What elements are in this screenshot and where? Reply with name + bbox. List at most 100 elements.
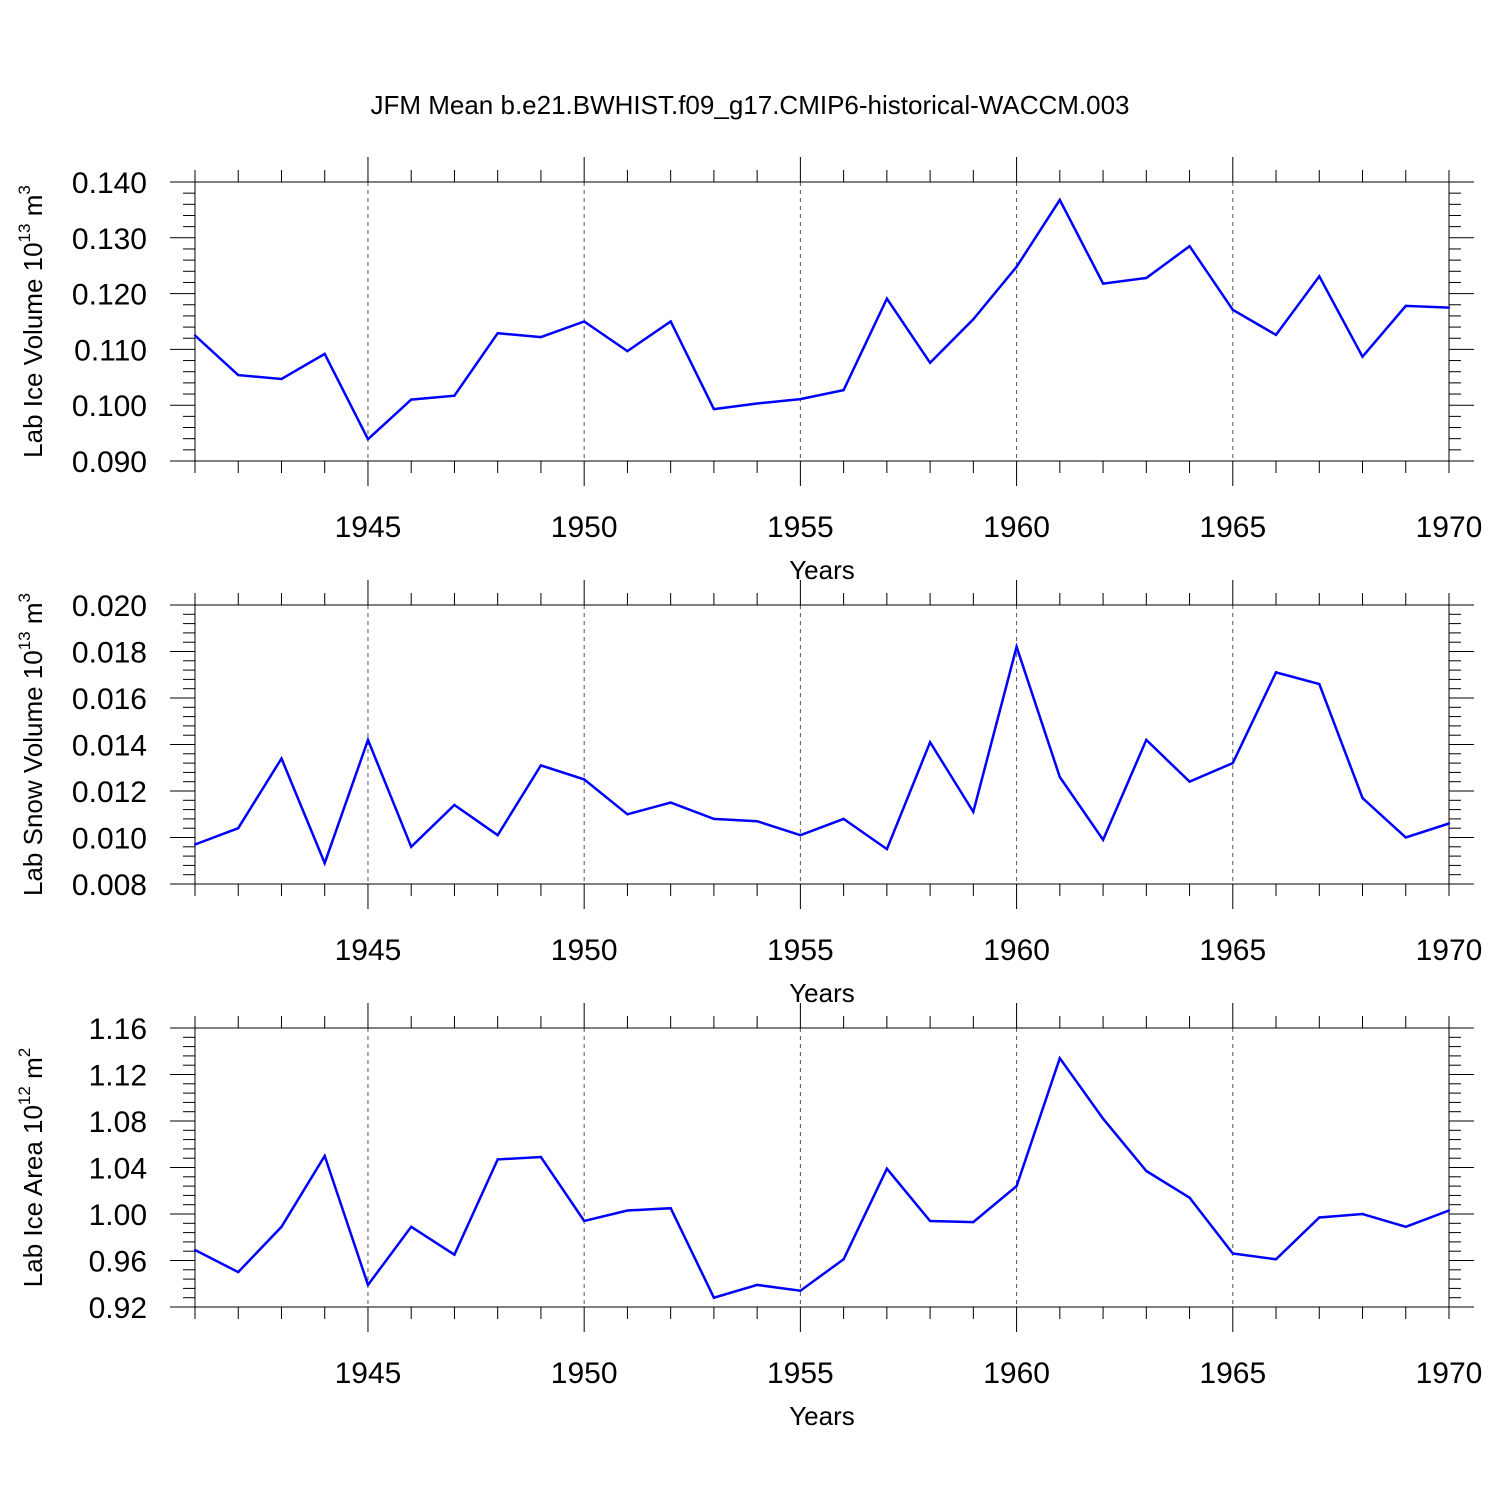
data-point xyxy=(582,1219,586,1223)
data-point xyxy=(712,817,716,821)
y-tick-label: 1.16 xyxy=(89,1013,147,1046)
data-point xyxy=(1231,308,1234,311)
data-point xyxy=(237,1270,240,1274)
ylabel-text: Lab Ice Area 10 xyxy=(18,1105,48,1287)
data-point xyxy=(237,827,240,830)
data-point xyxy=(1188,244,1191,248)
y-tick-label: 0.110 xyxy=(74,334,147,367)
y-tick-label: 0.016 xyxy=(72,683,147,716)
data-point xyxy=(453,1253,456,1256)
data-point xyxy=(280,757,283,760)
data-point xyxy=(410,398,413,401)
ylabel-exponent: 13 xyxy=(15,224,34,243)
x-tick-label: 1945 xyxy=(335,934,402,967)
x-tick-label: 1960 xyxy=(983,511,1050,544)
data-point xyxy=(669,1206,672,1210)
ylabel-text: Lab Ice Volume 10 xyxy=(18,242,48,457)
data-point xyxy=(1101,1117,1105,1120)
data-point xyxy=(1145,1169,1148,1173)
x-axis-label: Years xyxy=(789,1401,855,1431)
data-point xyxy=(280,1225,283,1228)
x-tick-label: 1950 xyxy=(551,934,618,967)
data-point xyxy=(582,320,586,323)
y-tick-label: 1.00 xyxy=(89,1199,147,1232)
data-point xyxy=(1101,838,1105,842)
data-point xyxy=(410,1225,413,1228)
y-axis-label: Lab Ice Area 1012 m2 xyxy=(15,1048,48,1287)
y-tick-label: 0.090 xyxy=(72,446,147,479)
y-tick-label: 0.100 xyxy=(72,390,147,423)
data-point xyxy=(323,352,326,356)
data-point xyxy=(712,407,716,411)
y-tick-label: 0.120 xyxy=(72,279,147,312)
data-point xyxy=(1274,1258,1278,1261)
ylabel-exponent: 13 xyxy=(15,631,34,650)
data-point xyxy=(1404,1225,1407,1228)
data-point xyxy=(1231,761,1234,765)
data-point xyxy=(626,1209,629,1212)
ylabel-unit-exponent: 3 xyxy=(15,185,34,194)
x-tick-label: 1965 xyxy=(1199,511,1266,544)
data-point xyxy=(323,861,326,865)
x-tick-label: 1960 xyxy=(983,934,1050,967)
data-point xyxy=(1015,265,1018,269)
figure-title: JFM Mean b.e21.BWHIST.f09_g17.CMIP6-hist… xyxy=(370,90,1130,120)
data-point xyxy=(496,332,499,335)
data-point xyxy=(1318,1216,1321,1219)
data-point xyxy=(582,778,586,781)
data-point xyxy=(453,803,456,807)
data-point xyxy=(1058,1057,1062,1060)
data-point xyxy=(1404,304,1407,308)
x-tick-label: 1945 xyxy=(335,511,402,544)
data-point xyxy=(1058,775,1062,779)
ylabel-unit-exponent: 3 xyxy=(15,593,34,602)
data-point xyxy=(280,377,283,381)
data-point xyxy=(539,335,543,339)
data-point xyxy=(669,801,672,804)
data-point xyxy=(972,318,975,321)
data-point xyxy=(1145,276,1148,280)
data-point xyxy=(972,1220,975,1224)
data-point xyxy=(1145,738,1148,742)
data-point xyxy=(1318,275,1321,278)
y-tick-label: 0.010 xyxy=(72,823,147,856)
data-point xyxy=(539,764,543,767)
x-tick-label: 1970 xyxy=(1416,1357,1483,1390)
data-point xyxy=(1447,822,1451,825)
data-point xyxy=(366,738,370,742)
data-point xyxy=(928,740,932,744)
data-point xyxy=(626,813,629,816)
series-line xyxy=(194,197,1450,442)
ylabel-unit: m xyxy=(18,602,48,631)
y-tick-label: 1.08 xyxy=(89,1106,147,1139)
data-point xyxy=(842,388,845,392)
data-point xyxy=(885,297,889,300)
data-point xyxy=(237,373,240,377)
data-point xyxy=(323,1154,326,1158)
data-point xyxy=(1188,780,1191,783)
x-tick-label: 1955 xyxy=(767,934,834,967)
x-tick-label: 1950 xyxy=(551,1357,618,1390)
data-point xyxy=(669,320,672,323)
ylabel-unit: m xyxy=(18,1057,48,1086)
panel-2: 0.008 0.010 0.012 0.014 0.016 0.018 0.020 1945 1… xyxy=(15,580,1482,1008)
data-point xyxy=(755,402,759,405)
series-line xyxy=(194,642,1450,867)
data-point xyxy=(1058,198,1062,202)
y-tick-label: 0.018 xyxy=(72,637,147,670)
data-point xyxy=(1015,1184,1018,1188)
data-point xyxy=(1015,645,1018,649)
data-point xyxy=(712,1296,716,1299)
y-tick-label: 0.140 xyxy=(72,167,147,200)
y-tick-label: 0.92 xyxy=(89,1292,147,1325)
data-point xyxy=(799,1289,802,1292)
data-point xyxy=(885,1167,889,1170)
x-tick-label: 1955 xyxy=(767,511,834,544)
y-axis-label: Lab Ice Volume 1013 m3 xyxy=(15,185,48,458)
data-point xyxy=(410,845,413,848)
data-point xyxy=(1101,282,1105,285)
x-axis-label: Years xyxy=(789,555,855,585)
y-axis-label: Lab Snow Volume 1013 m3 xyxy=(15,593,48,896)
